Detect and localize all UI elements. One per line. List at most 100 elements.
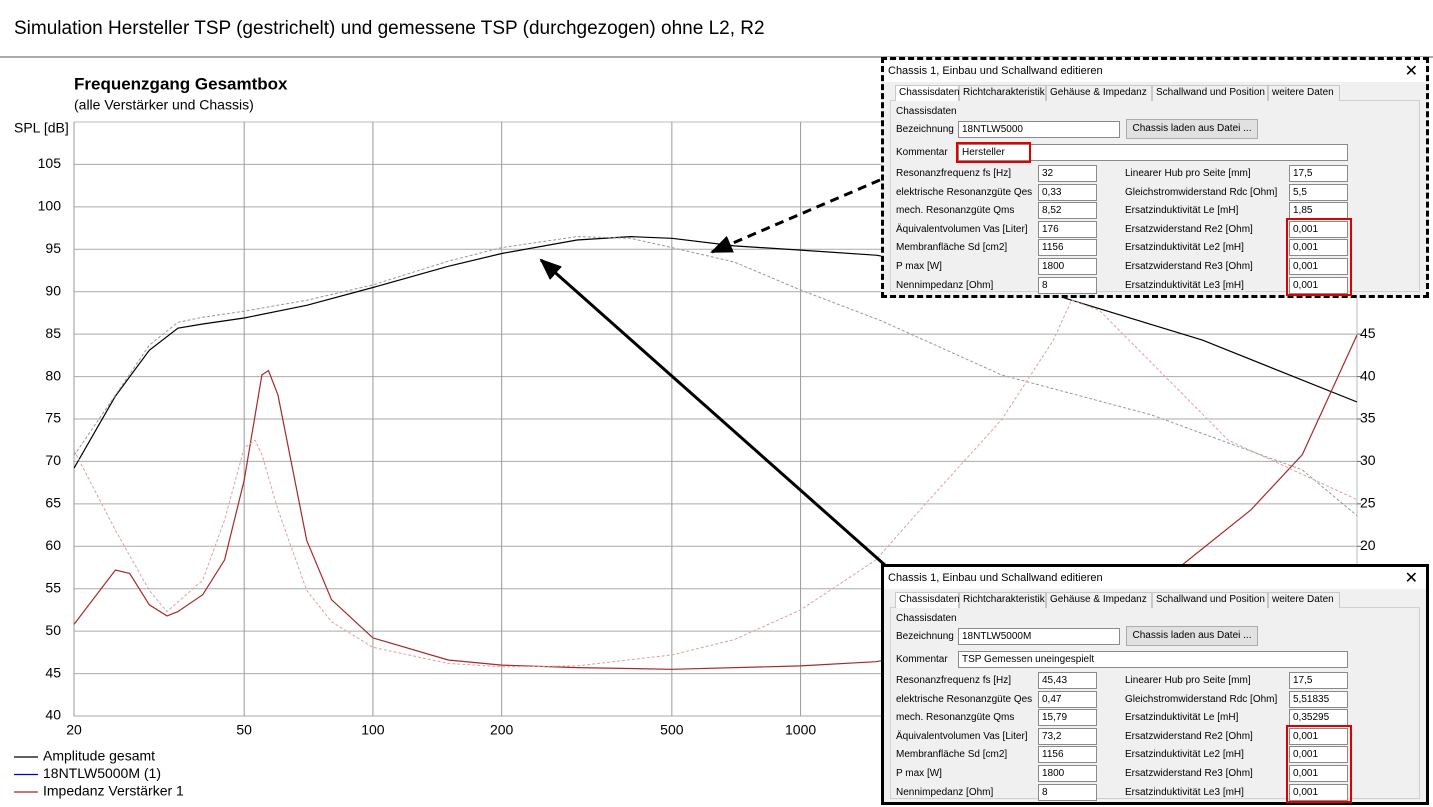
param-label: Linearer Hub pro Seite [mm] bbox=[1125, 675, 1251, 686]
y-tick-label: 105 bbox=[38, 155, 62, 171]
close-button[interactable]: ✕ bbox=[1404, 570, 1418, 587]
tab[interactable]: Gehäuse & Impedanz bbox=[1046, 592, 1152, 608]
param-label: Linearer Hub pro Seite [mm] bbox=[1125, 168, 1251, 179]
param-label: Membranfläche Sd [cm2] bbox=[896, 242, 1008, 254]
param-label: Ersatzwiderstand Re2 [Ohm] bbox=[1125, 730, 1253, 742]
param-label: P max [W] bbox=[896, 261, 942, 272]
param-input[interactable]: 1156 bbox=[1038, 746, 1097, 764]
param-input[interactable]: 17,5 bbox=[1289, 165, 1348, 182]
x-tick-label: 200 bbox=[490, 722, 514, 738]
tab[interactable]: Schallwand und Position bbox=[1152, 85, 1268, 101]
param-label: Ersatzwiderstand Re3 [Ohm] bbox=[1125, 261, 1253, 272]
param-input[interactable]: 1156 bbox=[1038, 239, 1097, 257]
tab[interactable]: Schallwand und Position bbox=[1152, 592, 1268, 608]
field-label: Kommentar bbox=[896, 147, 948, 158]
field-label: Bezeichnung bbox=[896, 124, 954, 135]
param-label: Gleichstromwiderstand Rdc [Ohm] bbox=[1125, 693, 1278, 705]
param-input[interactable]: 1,85 bbox=[1289, 202, 1348, 220]
field-label: Bezeichnung bbox=[896, 631, 954, 642]
param-input[interactable]: 0,001 bbox=[1289, 276, 1348, 294]
param-label: mech. Resonanzgüte Qms bbox=[896, 205, 1015, 217]
param-input[interactable]: 0,001 bbox=[1289, 746, 1348, 764]
y-tick-label: 80 bbox=[45, 367, 61, 383]
param-input[interactable]: 0,33 bbox=[1038, 183, 1097, 201]
param-input[interactable]: 0,001 bbox=[1289, 783, 1348, 801]
x-tick-label: 500 bbox=[660, 722, 684, 738]
comment-input[interactable]: Hersteller bbox=[958, 144, 1348, 161]
y2-tick-label: 20 bbox=[1360, 537, 1376, 553]
param-input[interactable]: 8 bbox=[1038, 783, 1097, 801]
highlight-box bbox=[1286, 217, 1352, 297]
param-input[interactable]: 73,2 bbox=[1038, 727, 1097, 745]
tab[interactable]: weitere Daten bbox=[1268, 592, 1340, 608]
param-input[interactable]: 0,001 bbox=[1289, 239, 1348, 257]
param-input[interactable]: 8 bbox=[1038, 276, 1097, 294]
legend-label: 18NTLW5000M (1) bbox=[43, 765, 161, 781]
param-label: elektrische Resonanzgüte Qes bbox=[896, 186, 1033, 198]
name-input[interactable]: 18NTLW5000 bbox=[958, 121, 1120, 138]
tab[interactable]: Chassisdaten bbox=[895, 85, 960, 101]
y-tick-label: 95 bbox=[45, 240, 61, 256]
param-input[interactable]: 1800 bbox=[1038, 765, 1097, 782]
page-heading: Simulation Hersteller TSP (gestrichelt) … bbox=[14, 18, 765, 39]
series-line bbox=[74, 299, 1357, 668]
x-tick-label: 50 bbox=[236, 722, 252, 738]
param-label: Äquivalentvolumen Vas [Liter] bbox=[896, 223, 1028, 235]
tab[interactable]: Gehäuse & Impedanz bbox=[1046, 85, 1152, 101]
param-label: Ersatzwiderstand Re3 [Ohm] bbox=[1125, 768, 1253, 779]
dialog-title: Chassis 1, Einbau und Schallwand editier… bbox=[888, 65, 1103, 77]
y-tick-label: 90 bbox=[45, 282, 61, 298]
load-button[interactable]: Chassis laden aus Datei ... bbox=[1126, 119, 1258, 139]
param-input[interactable]: 45,43 bbox=[1038, 672, 1097, 689]
param-input[interactable]: 5,5 bbox=[1289, 183, 1348, 201]
param-label: Membranfläche Sd [cm2] bbox=[896, 749, 1008, 761]
param-input[interactable]: 1800 bbox=[1038, 258, 1097, 275]
y-tick-label: 60 bbox=[45, 537, 61, 553]
y-tick-label: 100 bbox=[38, 198, 62, 214]
y-tick-label: 55 bbox=[45, 579, 61, 595]
param-input[interactable]: 0,47 bbox=[1038, 690, 1097, 708]
tab[interactable]: Chassisdaten bbox=[895, 592, 960, 608]
highlight-box bbox=[956, 142, 1031, 163]
param-input[interactable]: 0,001 bbox=[1289, 258, 1348, 275]
param-label: Ersatzinduktivität Le3 [mH] bbox=[1125, 786, 1244, 798]
title-bar bbox=[884, 60, 1426, 82]
dialog: Chassis 1, Einbau und Schallwand editier… bbox=[881, 564, 1429, 805]
param-label: elektrische Resonanzgüte Qes bbox=[896, 693, 1033, 705]
param-input[interactable]: 0,001 bbox=[1289, 727, 1348, 745]
param-input[interactable]: 0,35295 bbox=[1289, 709, 1348, 727]
param-input[interactable]: 15,79 bbox=[1038, 709, 1097, 727]
x-tick-label: 100 bbox=[361, 722, 385, 738]
param-label: Ersatzwiderstand Re2 [Ohm] bbox=[1125, 223, 1253, 235]
param-input[interactable]: 32 bbox=[1038, 165, 1097, 182]
y2-tick-label: 30 bbox=[1360, 452, 1376, 468]
arrow-dashed bbox=[710, 178, 881, 254]
title-bar bbox=[884, 567, 1426, 589]
name-input[interactable]: 18NTLW5000M bbox=[958, 628, 1120, 645]
param-input[interactable]: 17,5 bbox=[1289, 672, 1348, 689]
close-button[interactable]: ✕ bbox=[1404, 63, 1418, 80]
y2-tick-label: 40 bbox=[1360, 367, 1376, 383]
tab[interactable]: Richtcharakteristik bbox=[959, 85, 1046, 101]
load-button[interactable]: Chassis laden aus Datei ... bbox=[1126, 626, 1258, 646]
x-tick-label: 1000 bbox=[785, 722, 816, 738]
group-label: Chassisdaten bbox=[896, 106, 957, 117]
y-tick-label: 45 bbox=[45, 664, 61, 680]
y-tick-label: 65 bbox=[45, 495, 61, 511]
comment-input[interactable]: TSP Gemessen uneingespielt bbox=[958, 651, 1348, 668]
param-label: mech. Resonanzgüte Qms bbox=[896, 712, 1015, 724]
param-label: Resonanzfrequenz fs [Hz] bbox=[896, 168, 1012, 179]
tab[interactable]: Richtcharakteristik bbox=[959, 592, 1046, 608]
param-input[interactable]: 5,51835 bbox=[1289, 690, 1348, 708]
series-line bbox=[74, 236, 1357, 517]
param-label: Äquivalentvolumen Vas [Liter] bbox=[896, 730, 1028, 742]
param-input[interactable]: 8,52 bbox=[1038, 202, 1097, 220]
param-input[interactable]: 0,001 bbox=[1289, 220, 1348, 238]
y-axis-label: SPL [dB] bbox=[14, 120, 69, 136]
param-input[interactable]: 0,001 bbox=[1289, 765, 1348, 782]
param-input[interactable]: 176 bbox=[1038, 220, 1097, 238]
y2-tick-label: 25 bbox=[1360, 495, 1376, 511]
tab[interactable]: weitere Daten bbox=[1268, 85, 1340, 101]
y-tick-label: 50 bbox=[45, 622, 61, 638]
